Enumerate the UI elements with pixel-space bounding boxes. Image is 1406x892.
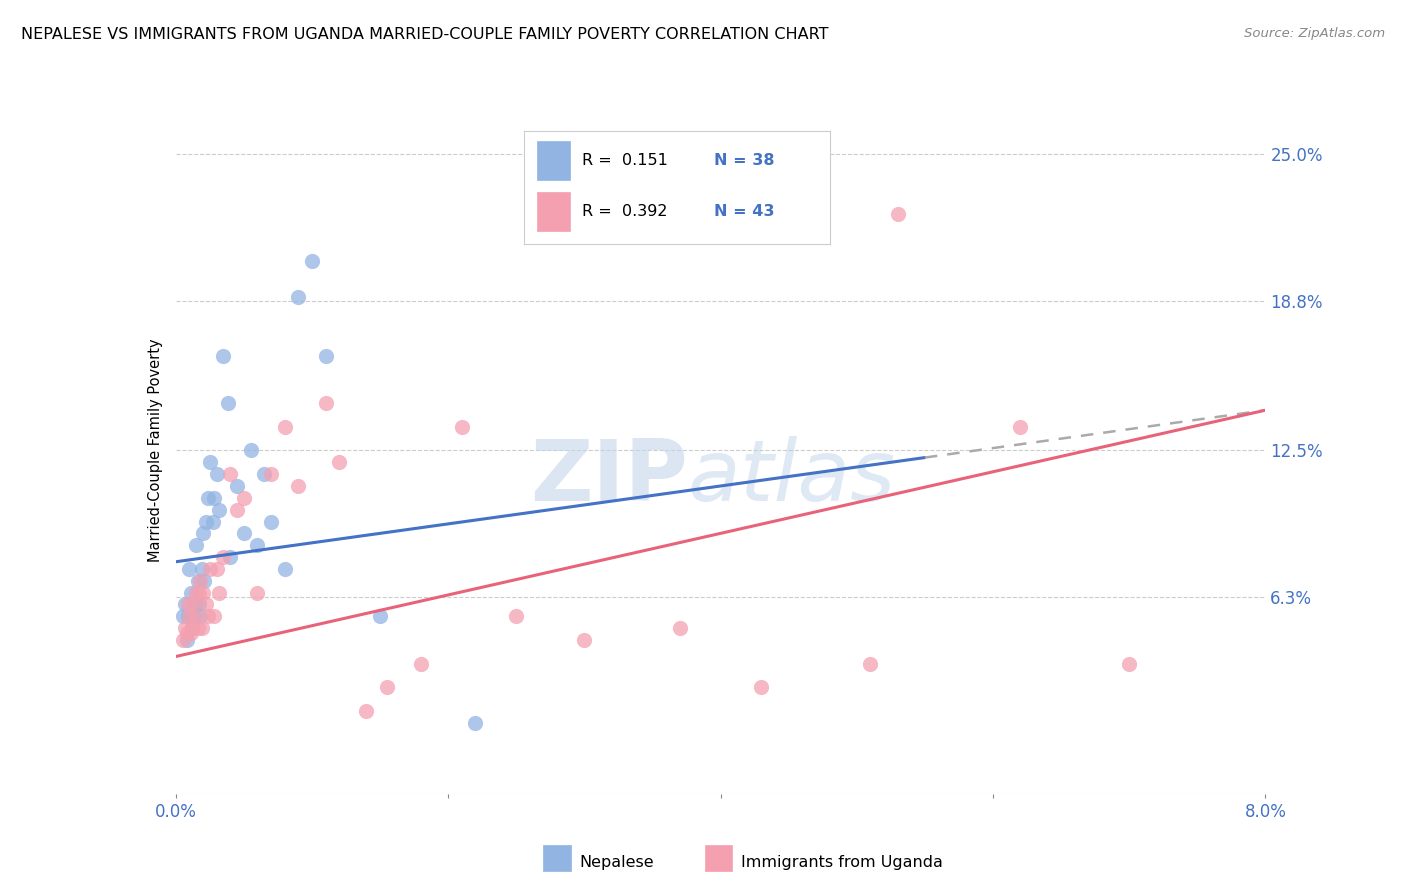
Point	[176, 632, 198, 647]
Point	[197, 491, 219, 505]
Y-axis label: Married-Couple Family Poverty: Married-Couple Family Poverty	[148, 339, 163, 562]
Point	[409, 657, 432, 671]
Point	[198, 562, 221, 576]
Point	[191, 585, 214, 599]
Point	[212, 349, 235, 363]
Point	[187, 585, 209, 599]
Point	[219, 467, 242, 482]
Point	[179, 609, 201, 624]
Point	[226, 502, 249, 516]
Point	[274, 562, 297, 576]
Point	[186, 585, 208, 599]
Text: ZIP: ZIP	[530, 436, 688, 519]
Point	[219, 549, 242, 564]
Point	[176, 625, 198, 640]
Point	[260, 467, 283, 482]
Point	[205, 562, 228, 576]
Point	[208, 585, 231, 599]
Point	[180, 585, 202, 599]
Point	[375, 681, 398, 695]
Point	[574, 632, 596, 647]
Point	[368, 609, 391, 624]
Point	[193, 574, 215, 588]
Point	[202, 491, 225, 505]
Point	[177, 609, 200, 624]
Point	[315, 349, 337, 363]
Point	[232, 526, 254, 541]
Point	[505, 609, 527, 624]
Point	[450, 419, 472, 434]
Point	[187, 598, 209, 612]
Point	[205, 467, 228, 482]
Point	[174, 621, 197, 635]
Point	[174, 598, 197, 612]
Point	[246, 585, 269, 599]
Point	[751, 681, 773, 695]
Point	[184, 609, 207, 624]
Point	[253, 467, 276, 482]
Point	[188, 574, 211, 588]
Point	[1118, 657, 1140, 671]
Point	[188, 609, 211, 624]
Text: Immigrants from Uganda: Immigrants from Uganda	[741, 855, 943, 870]
Point	[356, 704, 378, 718]
Text: Nepalese: Nepalese	[579, 855, 654, 870]
Point	[232, 491, 254, 505]
Point	[212, 549, 235, 564]
Point	[328, 455, 350, 469]
Point	[246, 538, 269, 552]
Point	[274, 419, 297, 434]
Point	[202, 609, 225, 624]
Point	[1010, 419, 1032, 434]
Point	[172, 632, 194, 647]
Point	[186, 538, 208, 552]
Point	[287, 289, 309, 303]
Point	[217, 396, 239, 410]
Point	[172, 609, 194, 624]
Point	[226, 479, 249, 493]
Text: atlas: atlas	[688, 436, 896, 519]
Point	[186, 621, 209, 635]
Point	[177, 598, 200, 612]
Point	[668, 621, 690, 635]
Point	[197, 609, 219, 624]
Text: NEPALESE VS IMMIGRANTS FROM UGANDA MARRIED-COUPLE FAMILY POVERTY CORRELATION CHA: NEPALESE VS IMMIGRANTS FROM UGANDA MARRI…	[21, 27, 828, 42]
Point	[464, 715, 486, 730]
Point	[260, 515, 283, 529]
Point	[180, 625, 202, 640]
Point	[183, 598, 205, 612]
Point	[181, 621, 204, 635]
Point	[301, 254, 323, 268]
Point	[194, 598, 217, 612]
Text: Source: ZipAtlas.com: Source: ZipAtlas.com	[1244, 27, 1385, 40]
Point	[208, 502, 231, 516]
Point	[190, 562, 212, 576]
Point	[239, 443, 262, 458]
Point	[186, 574, 209, 588]
Point	[198, 455, 221, 469]
Point	[886, 206, 908, 220]
Point	[184, 598, 207, 612]
Point	[179, 562, 201, 576]
Point	[859, 657, 882, 671]
Point	[201, 515, 224, 529]
Point	[287, 479, 309, 493]
Point	[194, 515, 217, 529]
Point	[190, 621, 212, 635]
Point	[181, 621, 204, 635]
Point	[183, 609, 205, 624]
Point	[315, 396, 337, 410]
Point	[191, 526, 214, 541]
